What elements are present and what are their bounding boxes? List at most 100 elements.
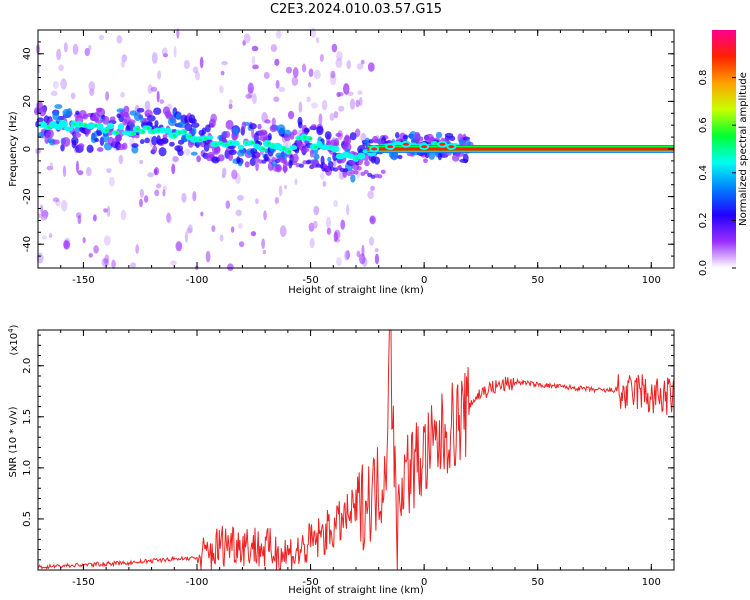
band-blob xyxy=(196,155,201,163)
noise-blob xyxy=(227,263,234,272)
noise-blob xyxy=(285,66,293,74)
band-blob xyxy=(275,164,281,172)
noise-blob xyxy=(262,249,267,255)
band-blob xyxy=(241,121,246,131)
noise-blob xyxy=(106,168,112,173)
band-blob xyxy=(232,126,239,136)
snr-x-tick-label: -50 xyxy=(302,577,318,588)
noise-blob xyxy=(77,170,84,176)
colorbar-tick-label: 0.6 xyxy=(698,117,709,133)
noise-blob xyxy=(333,111,339,119)
noise-blob xyxy=(162,53,168,58)
branch-blob xyxy=(261,159,267,164)
carrier-bump-core xyxy=(371,147,378,151)
band-blob xyxy=(217,154,225,162)
band-blob xyxy=(397,154,403,160)
noise-blob xyxy=(173,45,177,58)
snr-panel: -150 -100 -50 0 50 100 0.5 1.0 1.5 2.0 Height of… xyxy=(7,324,675,596)
band-blob xyxy=(73,132,82,138)
noise-blob xyxy=(368,236,375,246)
carrier-band-core xyxy=(367,147,674,151)
core-blob xyxy=(347,153,355,160)
colorbar-tick-label: 0.0 xyxy=(698,260,709,276)
band-blob xyxy=(143,117,148,123)
branch-blob xyxy=(322,164,328,169)
band-blob xyxy=(224,131,231,138)
branch-blob xyxy=(298,163,304,168)
noise-blob xyxy=(263,71,270,80)
noise-blob xyxy=(63,42,68,53)
band-blob xyxy=(102,115,110,125)
noise-blob xyxy=(333,231,339,242)
noise-blob xyxy=(355,99,360,108)
noise-blob xyxy=(347,91,354,97)
band-blob xyxy=(244,161,250,168)
noise-blob xyxy=(346,204,350,216)
noise-blob xyxy=(162,189,166,197)
noise-blob xyxy=(183,148,191,156)
noise-blob xyxy=(139,198,143,208)
core-blob xyxy=(115,131,119,135)
noise-blob xyxy=(116,35,123,44)
noise-blob xyxy=(143,195,149,203)
core-blob xyxy=(104,129,109,132)
band-blob xyxy=(236,156,241,164)
noise-blob xyxy=(200,211,204,217)
branch-blob xyxy=(292,160,298,166)
noise-blob xyxy=(252,93,257,105)
band-blob xyxy=(238,162,243,167)
noise-blob xyxy=(243,33,251,44)
noise-blob xyxy=(313,69,321,80)
noise-blob xyxy=(274,58,280,66)
band-blob xyxy=(123,105,130,114)
noise-blob xyxy=(287,110,295,120)
band-blob xyxy=(228,149,237,156)
noise-blob xyxy=(225,200,231,209)
spectrogram-x-tick-label: -100 xyxy=(186,275,209,286)
noise-blob xyxy=(340,219,346,230)
noise-blob xyxy=(120,209,127,221)
noise-blob xyxy=(308,68,314,78)
carrier-bump-core xyxy=(439,142,446,146)
band-blob xyxy=(316,125,324,136)
noise-blob xyxy=(93,245,99,254)
band-blob xyxy=(327,161,334,168)
band-blob xyxy=(292,129,298,136)
noise-blob xyxy=(153,168,158,175)
core-blob xyxy=(183,130,187,134)
noise-blob xyxy=(82,237,86,244)
band-blob xyxy=(227,153,234,161)
noise-blob xyxy=(58,64,64,72)
noise-blob xyxy=(183,59,190,70)
band-blob xyxy=(139,139,145,145)
spectrogram-panel: -150 -100 -50 0 50 100 -40 -20 0 20 40 Height of … xyxy=(8,27,675,296)
noise-blob xyxy=(334,229,341,240)
noise-blob xyxy=(298,101,303,113)
band-blob xyxy=(372,135,379,143)
band-blob xyxy=(153,107,162,115)
band-blob xyxy=(313,153,320,160)
band-blob xyxy=(158,147,167,157)
noise-blob xyxy=(41,235,48,240)
band-blob xyxy=(462,153,469,164)
noise-blob xyxy=(176,28,180,39)
colorbar: 0.0 0.2 0.4 0.6 0.8 Normalized spectral ampl… xyxy=(698,30,749,276)
noise-blob xyxy=(56,48,62,61)
noise-blob xyxy=(151,52,158,64)
noise-blob xyxy=(159,99,165,104)
core-blob xyxy=(433,142,438,145)
band-blob xyxy=(131,143,139,148)
noise-blob xyxy=(50,90,58,97)
noise-blob xyxy=(192,191,197,202)
noise-blob xyxy=(120,91,125,98)
snr-y-tick-label: 0.5 xyxy=(22,511,33,527)
noise-blob xyxy=(338,105,345,112)
noise-blob xyxy=(284,184,288,190)
noise-blob xyxy=(374,248,379,253)
noise-blob xyxy=(251,127,255,139)
noise-blob xyxy=(273,96,280,103)
noise-blob xyxy=(346,59,351,70)
noise-blob xyxy=(62,165,67,178)
noise-blob xyxy=(306,96,311,103)
noise-blob xyxy=(150,86,158,92)
